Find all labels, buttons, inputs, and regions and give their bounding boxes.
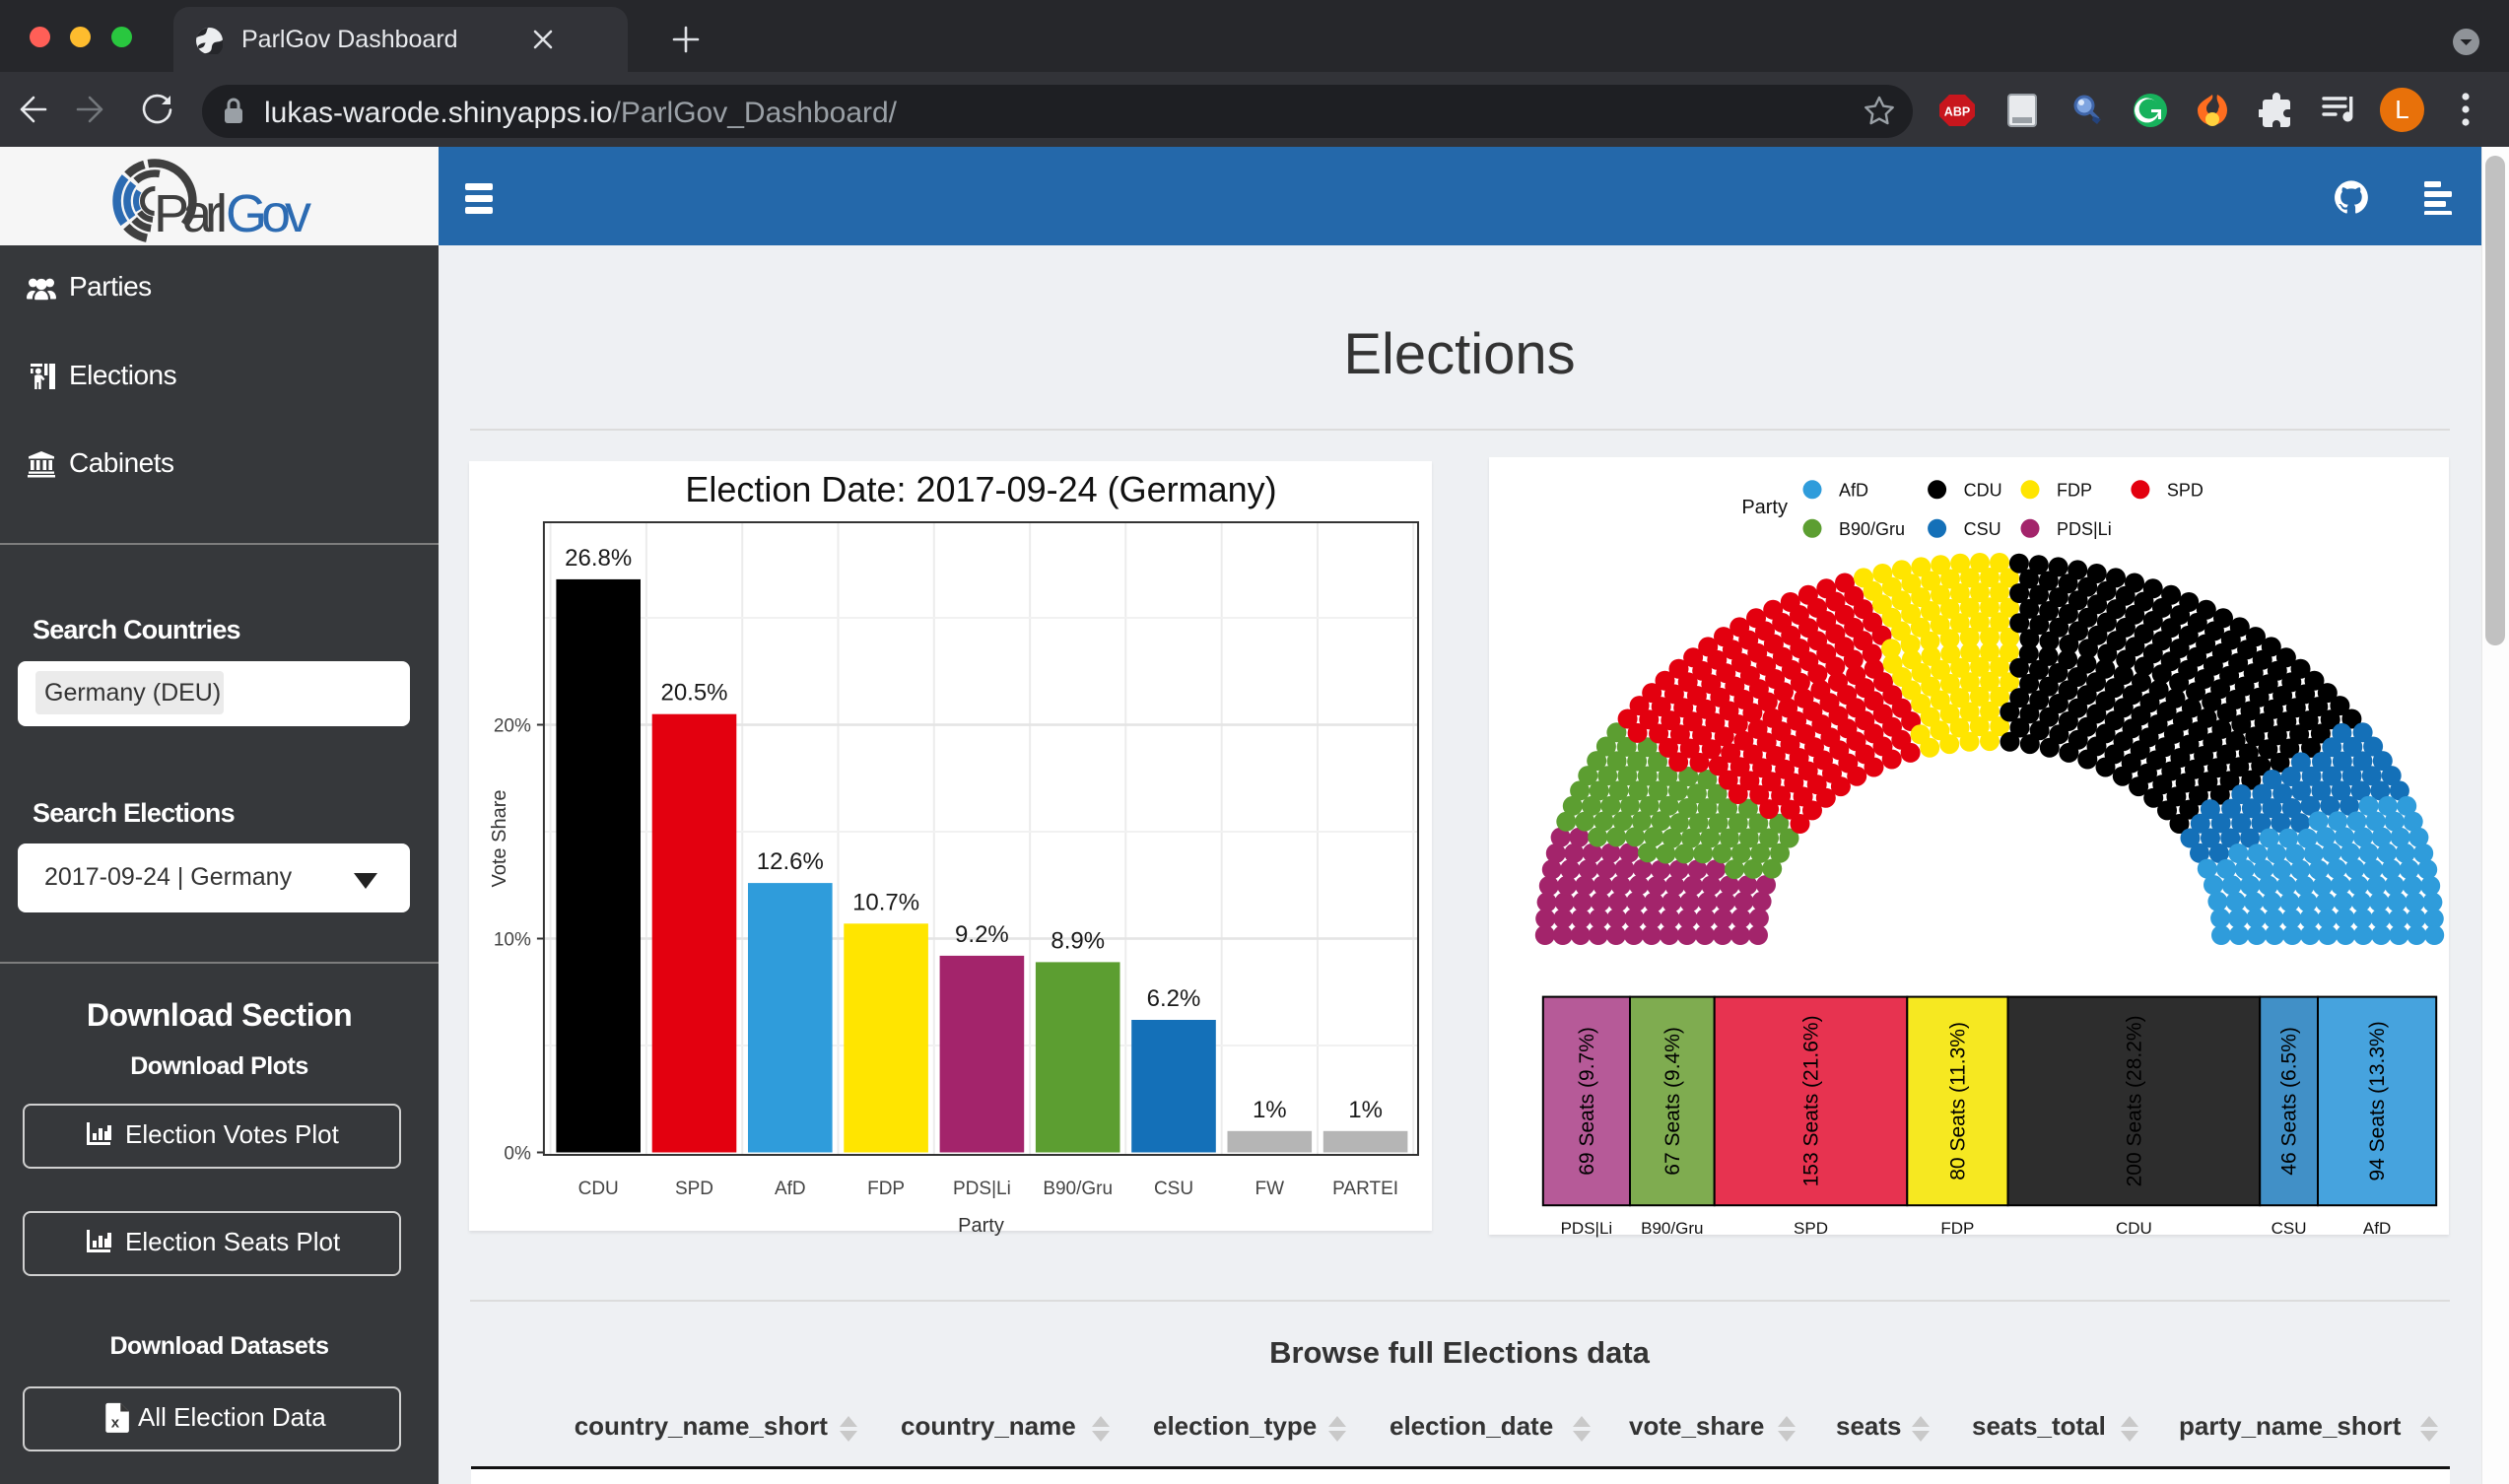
svg-text:ABP: ABP: [1944, 105, 1970, 119]
svg-text:Party: Party: [1741, 497, 1788, 518]
svg-text:200 Seats (28.2%): 200 Seats (28.2%): [2123, 1015, 2145, 1186]
svg-text:AfD: AfD: [2363, 1219, 2391, 1238]
svg-text:Vote Share: Vote Share: [489, 790, 510, 888]
svg-text:SPD: SPD: [1794, 1219, 1828, 1238]
svg-text:CSU: CSU: [2272, 1219, 2307, 1238]
svg-text:FW: FW: [1255, 1179, 1285, 1199]
svg-text:80 Seats (11.3%): 80 Seats (11.3%): [1946, 1022, 1969, 1180]
svg-text:AfD: AfD: [1839, 481, 1868, 501]
svg-text:CSU: CSU: [1964, 519, 2001, 539]
svg-text:9.2%: 9.2%: [955, 921, 1009, 948]
svg-text:FDP: FDP: [867, 1179, 905, 1199]
svg-text:20%: 20%: [494, 716, 531, 737]
svg-text:PDS|Li: PDS|Li: [2057, 519, 2112, 539]
svg-text:CSU: CSU: [1154, 1179, 1193, 1199]
svg-text:AfD: AfD: [775, 1179, 806, 1199]
svg-text:PDS|Li: PDS|Li: [1561, 1219, 1613, 1238]
svg-text:0%: 0%: [504, 1144, 531, 1165]
svg-text:B90/Gru: B90/Gru: [1839, 519, 1905, 539]
svg-text:153 Seats (21.6%): 153 Seats (21.6%): [1800, 1015, 1823, 1186]
svg-text:1%: 1%: [1253, 1097, 1287, 1123]
svg-text:CDU: CDU: [578, 1179, 619, 1199]
svg-text:B90/Gru: B90/Gru: [1641, 1219, 1703, 1238]
svg-text:B90/Gru: B90/Gru: [1043, 1179, 1113, 1199]
svg-text:94 Seats (13.3%): 94 Seats (13.3%): [2366, 1021, 2389, 1180]
svg-text:10.7%: 10.7%: [852, 889, 919, 915]
svg-text:69 Seats (9.7%): 69 Seats (9.7%): [1576, 1027, 1598, 1176]
svg-text:PDS|Li: PDS|Li: [953, 1179, 1011, 1199]
svg-text:46 Seats (6.5%): 46 Seats (6.5%): [2278, 1027, 2301, 1176]
svg-text:FDP: FDP: [2057, 481, 2092, 501]
svg-text:67 Seats (9.4%): 67 Seats (9.4%): [1661, 1027, 1684, 1176]
svg-text:SPD: SPD: [675, 1179, 713, 1199]
svg-text:10%: 10%: [494, 930, 531, 951]
svg-text:CDU: CDU: [2116, 1219, 2152, 1238]
svg-text:SPD: SPD: [2167, 481, 2204, 501]
svg-text:Parl: Parl: [154, 184, 228, 243]
svg-text:26.8%: 26.8%: [565, 545, 632, 572]
svg-text:8.9%: 8.9%: [1051, 927, 1105, 954]
svg-text:1%: 1%: [1348, 1097, 1383, 1123]
svg-text:Gov: Gov: [226, 184, 311, 243]
svg-text:20.5%: 20.5%: [660, 680, 727, 707]
svg-text:FDP: FDP: [1940, 1219, 1974, 1238]
svg-text:x: x: [111, 1415, 120, 1432]
svg-text:12.6%: 12.6%: [757, 848, 824, 875]
svg-text:Party: Party: [958, 1215, 1004, 1237]
svg-text:PARTEI: PARTEI: [1332, 1179, 1398, 1199]
svg-text:6.2%: 6.2%: [1147, 985, 1201, 1012]
svg-text:CDU: CDU: [1964, 481, 2002, 501]
svg-text:Election Date: 2017-09-24 (Ger: Election Date: 2017-09-24 (Germany): [685, 469, 1276, 509]
